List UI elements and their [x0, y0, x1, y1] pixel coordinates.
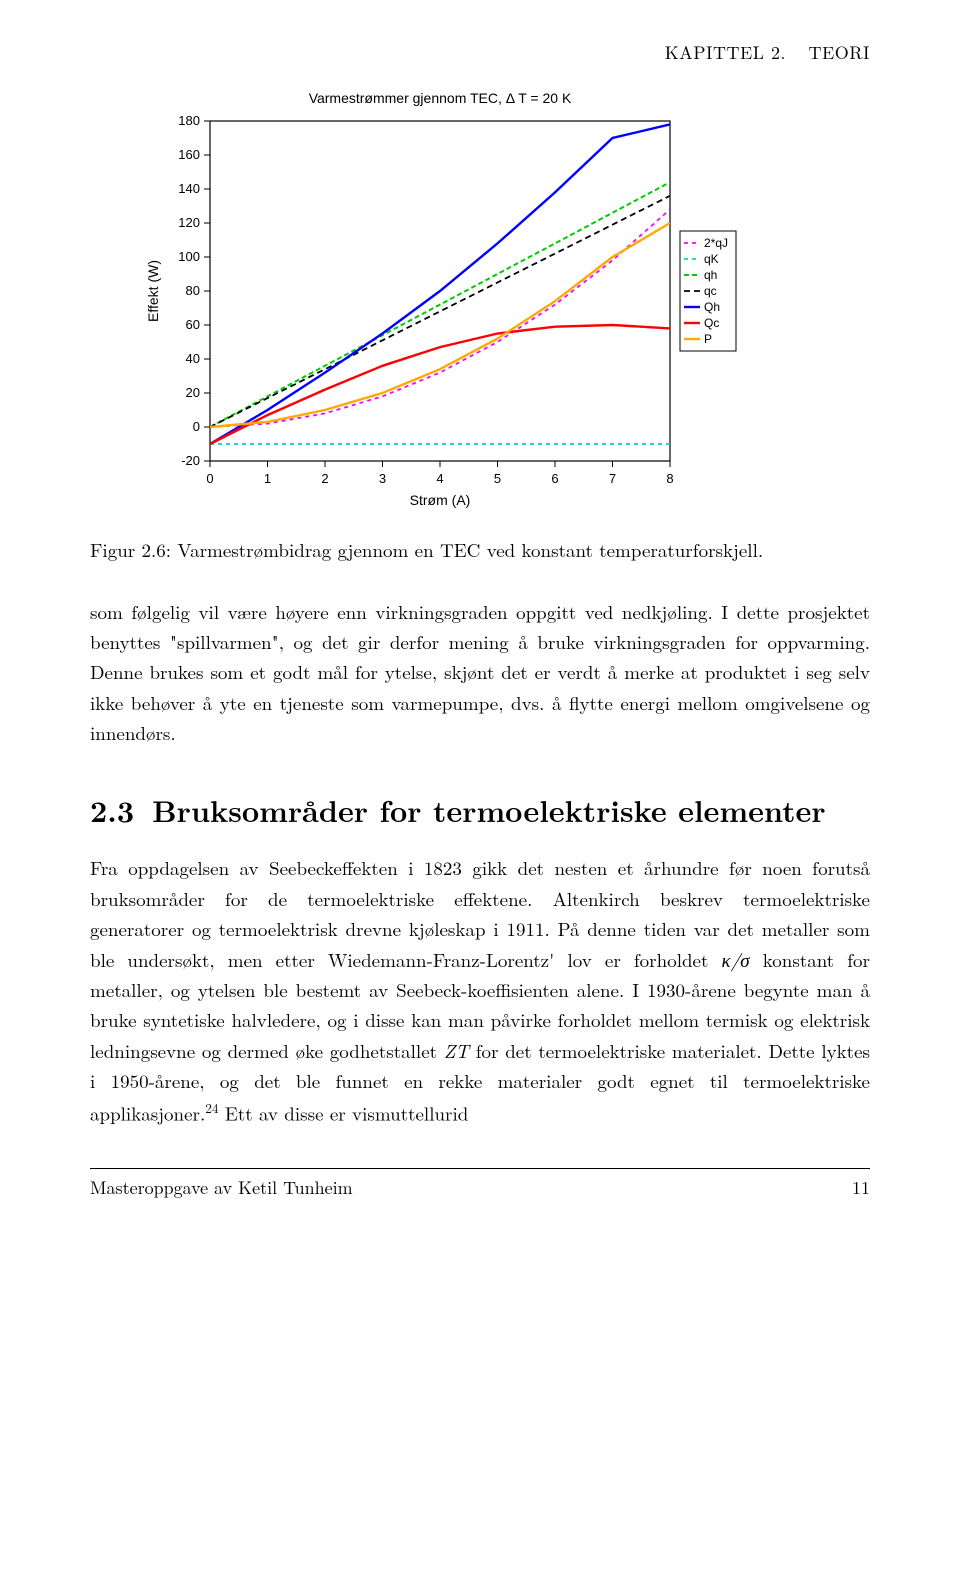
page-header: KAPITTEL 2. TEORI: [90, 40, 870, 65]
section-body-part4: Ett av disse er vismuttellurid: [219, 1099, 469, 1126]
svg-text:8: 8: [666, 471, 673, 486]
svg-text:P: P: [704, 332, 712, 346]
svg-text:Effekt (W): Effekt (W): [145, 260, 161, 322]
section-number: 2.3: [90, 788, 134, 831]
figure-caption-text: Varmestrømbidrag gjennom en TEC ved kons…: [177, 536, 763, 563]
svg-text:Qc: Qc: [704, 316, 719, 330]
svg-text:5: 5: [494, 471, 501, 486]
section-body: Fra oppdagelsen av Seebeckeffekten i 182…: [90, 853, 870, 1128]
svg-text:40: 40: [186, 351, 200, 366]
svg-text:6: 6: [551, 471, 558, 486]
svg-text:140: 140: [178, 181, 200, 196]
svg-text:Qh: Qh: [704, 300, 720, 314]
svg-text:7: 7: [609, 471, 616, 486]
chart-container: 0 1 2 3 4 5 6 7 8 -20 0 20 40 60 80 100 120 140 160 180 Varm…: [140, 85, 820, 511]
citation-24: 24: [205, 1098, 218, 1117]
svg-text:Strøm (A): Strøm (A): [410, 492, 471, 508]
chapter-label: KAPITTEL 2.: [665, 40, 786, 65]
svg-text:160: 160: [178, 147, 200, 162]
math-zt: ZT: [444, 1037, 469, 1064]
page-footer: Masteroppgave av Ketil Tunheim 11: [90, 1175, 870, 1200]
svg-text:100: 100: [178, 249, 200, 264]
svg-text:Varmestrømmer gjennom TEC, Δ T: Varmestrømmer gjennom TEC, Δ T = 20 K: [309, 90, 572, 106]
svg-text:qc: qc: [704, 284, 717, 298]
math-kappa-sigma: κ/σ: [721, 946, 749, 973]
svg-text:-20: -20: [181, 453, 200, 468]
svg-text:qK: qK: [704, 252, 719, 266]
svg-text:20: 20: [186, 385, 200, 400]
svg-text:120: 120: [178, 215, 200, 230]
paragraph-1: som følgelig vil være høyere enn virknin…: [90, 597, 870, 749]
svg-text:2: 2: [321, 471, 328, 486]
svg-text:qh: qh: [704, 268, 717, 282]
svg-text:80: 80: [186, 283, 200, 298]
svg-text:1: 1: [264, 471, 271, 486]
svg-text:0: 0: [193, 419, 200, 434]
chapter-title: TEORI: [808, 40, 870, 65]
svg-text:180: 180: [178, 113, 200, 128]
svg-text:4: 4: [436, 471, 443, 486]
section-title: Bruksområder for termoelektriske element…: [152, 788, 825, 831]
svg-text:3: 3: [379, 471, 386, 486]
line-chart: 0 1 2 3 4 5 6 7 8 -20 0 20 40 60 80 100 120 140 160 180 Varm…: [140, 85, 790, 511]
footer-rule: [90, 1168, 870, 1169]
footer-page-number: 11: [852, 1175, 870, 1200]
svg-text:0: 0: [206, 471, 213, 486]
svg-text:60: 60: [186, 317, 200, 332]
section-heading: 2.3 Bruksområder for termoelektriske elem…: [90, 788, 870, 831]
figure-caption: Figur 2.6: Varmestrømbidrag gjennom en T…: [90, 536, 870, 565]
footer-left: Masteroppgave av Ketil Tunheim: [90, 1175, 353, 1200]
figure-caption-prefix: Figur 2.6:: [90, 536, 171, 563]
svg-text:2*qJ: 2*qJ: [704, 236, 728, 250]
